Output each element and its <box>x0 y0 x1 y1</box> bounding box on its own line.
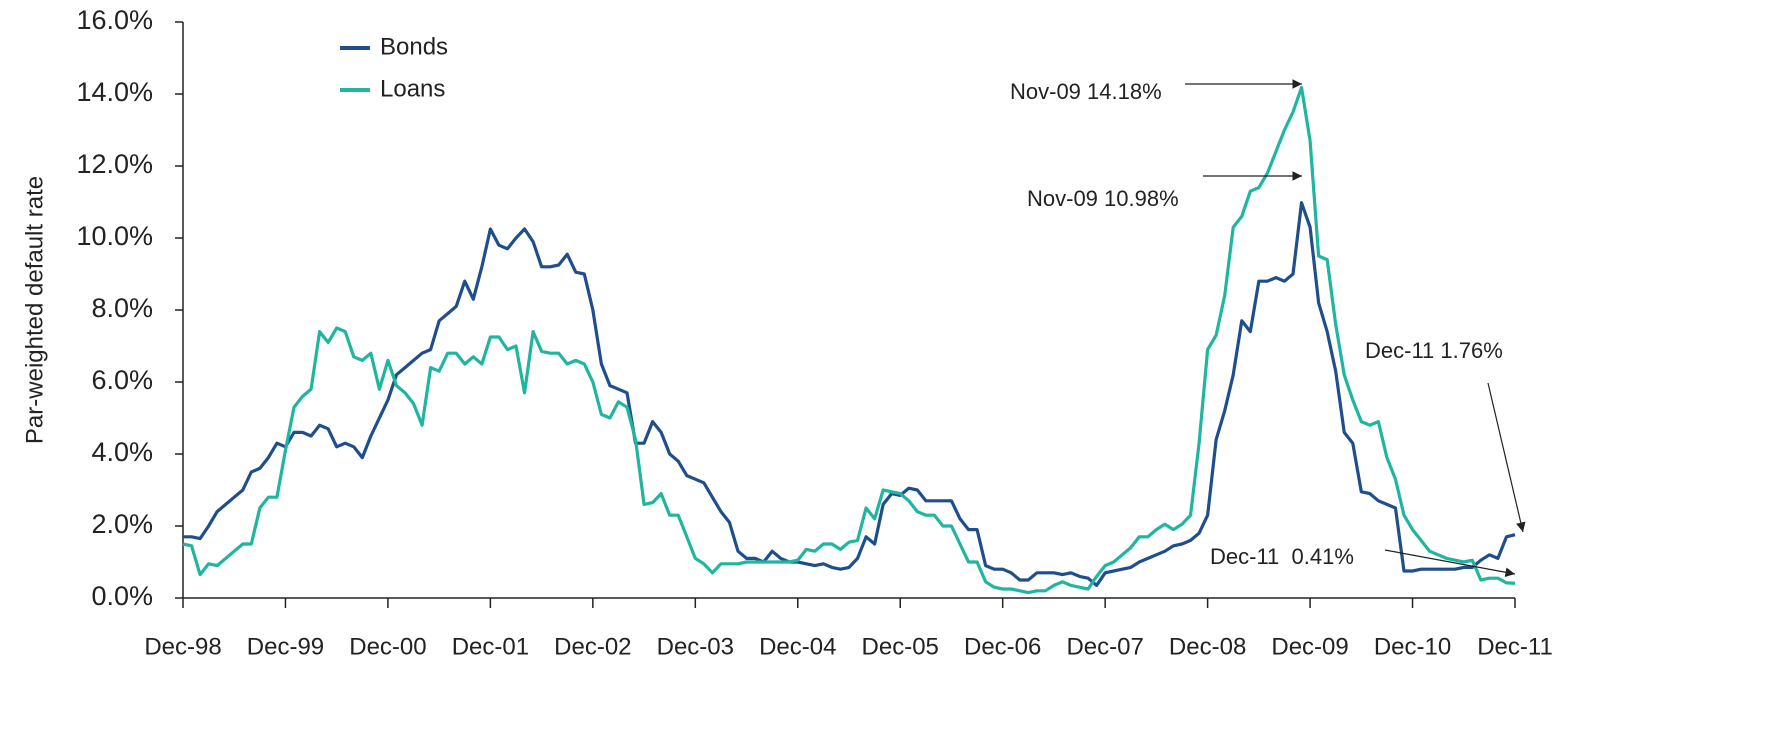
annotation-arrow <box>1384 549 1516 577</box>
y-tick-label: 2.0% <box>91 509 153 539</box>
y-tick-label: 0.0% <box>91 581 153 611</box>
x-tick-label: Dec-98 <box>144 633 221 660</box>
annotation-arrow <box>1487 382 1526 533</box>
y-tick-label: 8.0% <box>91 293 153 323</box>
x-tick-label: Dec-00 <box>349 633 426 660</box>
x-tick-label: Dec-05 <box>862 633 939 660</box>
x-tick-label: Dec-07 <box>1066 633 1143 660</box>
y-tick-label: 4.0% <box>91 437 153 467</box>
y-tick-label: 12.0% <box>76 149 153 179</box>
x-tick-label: Dec-01 <box>452 633 529 660</box>
series-line <box>183 201 1516 587</box>
annotation: Dec-11 0.41% <box>1210 544 1354 569</box>
y-tick-label: 6.0% <box>91 365 153 395</box>
x-tick-label: Dec-02 <box>554 633 631 660</box>
y-tick-label: 14.0% <box>76 77 153 107</box>
x-tick-label: Dec-11 <box>1477 633 1553 660</box>
y-axis-label: Par-weighted default rate <box>21 176 48 444</box>
legend-label: Loans <box>380 75 445 102</box>
x-tick-label: Dec-03 <box>657 633 734 660</box>
y-tick-label: 16.0% <box>76 5 153 35</box>
legend-label: Bonds <box>380 33 448 60</box>
annotation: Nov-09 14.18% <box>1010 79 1162 104</box>
y-tick-label: 10.0% <box>76 221 153 251</box>
x-tick-label: Dec-99 <box>247 633 324 660</box>
x-tick-label: Dec-09 <box>1271 633 1348 660</box>
x-tick-label: Dec-06 <box>964 633 1041 660</box>
annotation: Dec-11 1.76% <box>1365 338 1503 363</box>
x-tick-label: Dec-04 <box>759 633 836 660</box>
annotation: Nov-09 10.98% <box>1027 186 1179 211</box>
x-tick-label: Dec-10 <box>1374 633 1451 660</box>
series-line <box>182 85 1516 595</box>
x-tick-label: Dec-08 <box>1169 633 1246 660</box>
